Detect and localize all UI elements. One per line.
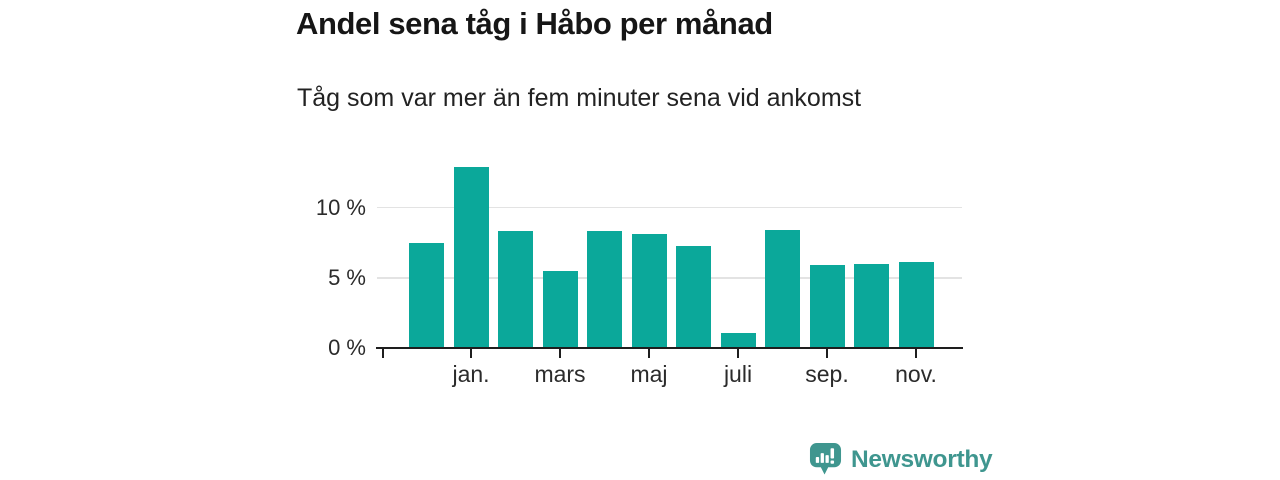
bar-nov.: [898, 262, 934, 348]
bar-month-0: [409, 242, 444, 348]
x-axis-tick: [647, 349, 651, 358]
bar-month-6: [676, 245, 711, 348]
x-tick-label-nov: nov.: [895, 361, 937, 387]
y-tick-label-0-percent: 0 %: [328, 335, 366, 360]
y-tick-label-10-percent: 10 %: [315, 194, 366, 220]
x-tick-label-juli: juli: [723, 361, 753, 387]
bar-month-4: [587, 231, 622, 348]
bar-month-2: [498, 231, 533, 348]
x-axis-tick: [469, 349, 473, 358]
newsworthy-bar-chart-bubble-icon: [809, 442, 842, 475]
x-axis-tick: [914, 349, 918, 358]
x-axis-tick: [382, 349, 385, 358]
x-tick-label-jan: jan.: [452, 361, 490, 387]
newsworthy-logo-text: Newsworthy: [851, 445, 993, 473]
chart-subtitle: Tåg som var mer än fem minuter sena vid …: [297, 84, 862, 112]
x-tick-label-mars: mars: [534, 361, 586, 387]
bar-sep.: [809, 265, 845, 348]
bar-month-8: [765, 230, 800, 348]
bar-jan.: [453, 166, 489, 348]
gridline-5-percent: [377, 277, 962, 279]
x-tick-label-sep: sep.: [805, 361, 849, 387]
bar-mars: [542, 270, 578, 348]
x-axis-tick: [736, 349, 740, 358]
bar-maj: [631, 234, 667, 348]
bar-month-10: [854, 263, 889, 348]
bar-chart-plot: jan. mars maj juli sep. nov. 0 % 5 % 10 %: [316, 150, 963, 387]
bar-juli: [720, 332, 756, 348]
y-tick-label-5-percent: 5 %: [328, 264, 366, 290]
x-axis-line: [376, 346, 963, 350]
x-axis-tick: [558, 349, 562, 358]
gridline-10-percent: [377, 206, 962, 209]
newsworthy-logo: Newsworthy: [809, 442, 993, 475]
x-tick-label-maj: maj: [630, 361, 668, 387]
chart-title: Andel sena tåg i Håbo per månad: [296, 6, 773, 41]
x-axis-tick: [825, 349, 829, 358]
